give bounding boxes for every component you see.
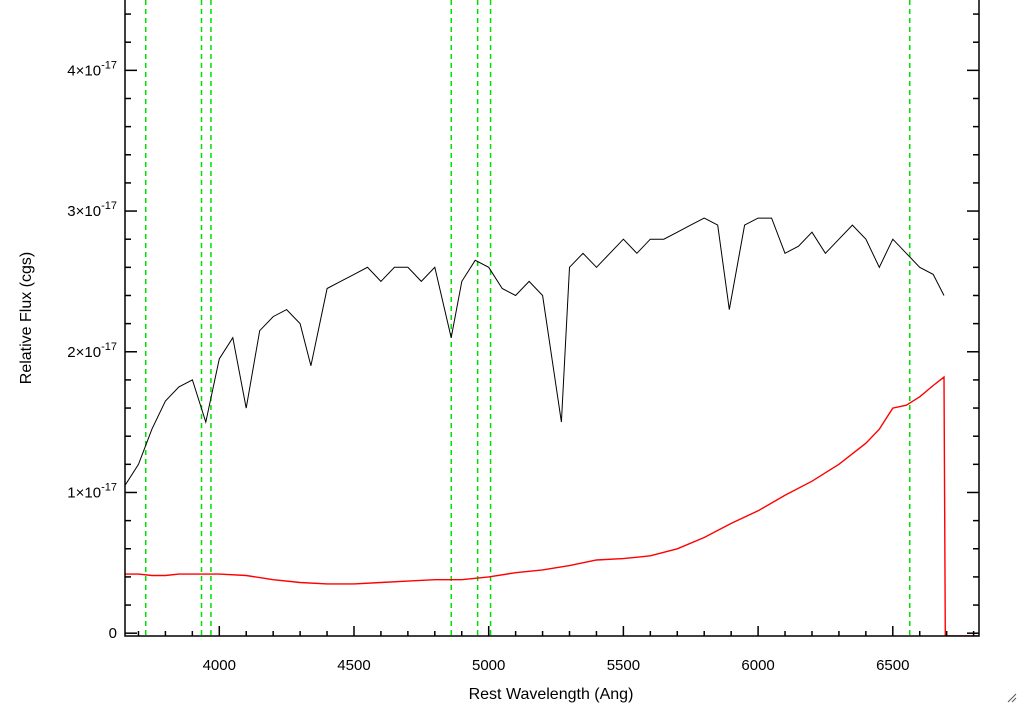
x-tick-label: 4000 <box>203 657 236 674</box>
y-tick-label: 1×10-17 <box>67 481 117 501</box>
resize-grip-icon[interactable] <box>1005 691 1017 703</box>
y-tick-label: 0 <box>109 625 117 642</box>
y-axis-title: Relative Flux (cgs) <box>18 252 35 384</box>
x-tick-label: 6000 <box>741 657 774 674</box>
observed-spectrum-line <box>125 217 945 486</box>
plot-frame <box>124 0 980 637</box>
y-tick-label: 4×10-17 <box>67 59 117 79</box>
x-tick-label: 6500 <box>876 657 909 674</box>
x-tick-label: 4500 <box>337 657 370 674</box>
x-axis: 4000 4500 5000 5500 6000 6500 <box>137 626 975 674</box>
x-axis-title: Rest Wavelength (Ang) <box>469 686 634 703</box>
y-axis: 0 1×10-17 2×10-17 3×10-17 4×10-17 <box>67 13 979 642</box>
y-tick-label: 3×10-17 <box>67 200 117 220</box>
y-tick-label: 2×10-17 <box>67 341 117 361</box>
reference-line-group <box>144 0 911 636</box>
x-tick-label: 5500 <box>607 657 640 674</box>
series-group <box>125 217 979 636</box>
x-tick-label: 5000 <box>472 657 505 674</box>
model-spectrum-line <box>125 375 979 636</box>
